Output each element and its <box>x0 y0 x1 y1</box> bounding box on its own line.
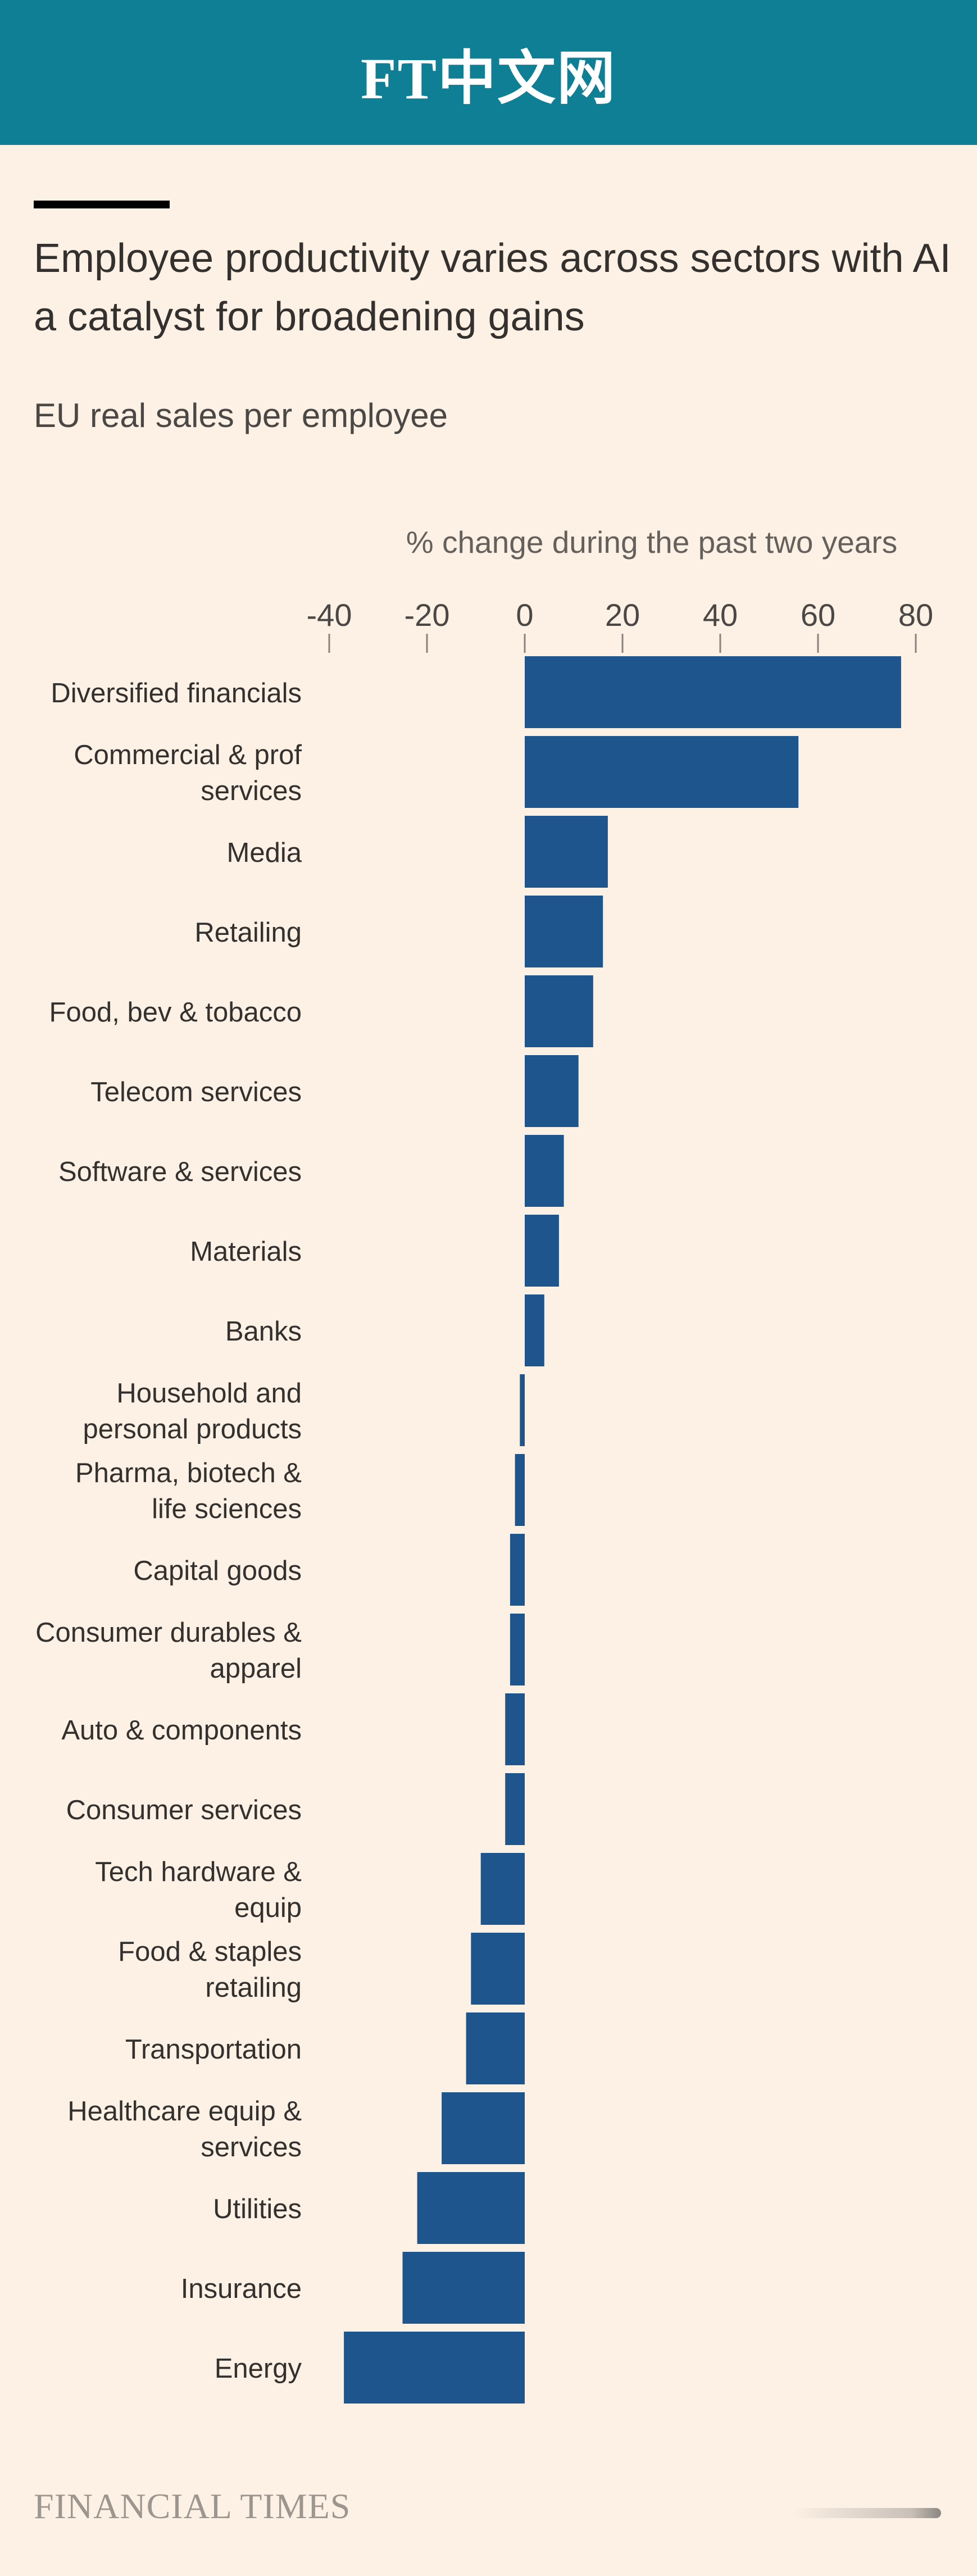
bar <box>442 2092 525 2164</box>
bar <box>525 1215 559 1287</box>
bar <box>525 1055 579 1127</box>
x-tick-label: 40 <box>703 597 738 633</box>
bar <box>417 2172 525 2244</box>
bar <box>515 1454 525 1526</box>
x-tick-label: 0 <box>516 597 533 633</box>
category-label: Commercial & prof services <box>74 740 302 806</box>
bar <box>466 2012 525 2084</box>
bar <box>510 1534 525 1606</box>
footer-brand: FINANCIAL TIMES <box>34 2486 351 2526</box>
x-tick-label: 80 <box>898 597 933 633</box>
category-label: Insurance <box>181 2274 302 2304</box>
title-rule <box>34 201 170 208</box>
category-label: Banks <box>225 1316 302 1347</box>
bar <box>344 2332 525 2404</box>
chart-title: Employee productivity varies across sect… <box>34 236 951 339</box>
category-label: Media <box>227 838 302 868</box>
bar <box>505 1693 525 1765</box>
footer-decoration <box>792 2508 941 2518</box>
category-label: Food & staples retailing <box>118 1937 302 2003</box>
bar <box>525 656 901 728</box>
bar <box>471 1933 525 2005</box>
category-label: Utilities <box>213 2194 302 2224</box>
x-tick-label: -40 <box>307 597 352 633</box>
bar <box>525 896 603 967</box>
category-label: Diversified financials <box>51 678 302 708</box>
bar <box>525 816 608 888</box>
category-label: Materials <box>190 1237 302 1267</box>
x-tick-label: -20 <box>405 597 450 633</box>
ft-chinese-logo[interactable]: FT中文网 <box>361 46 616 111</box>
category-label: Food, bev & tobacco <box>49 997 302 1028</box>
bar <box>525 1294 544 1366</box>
bars <box>344 656 901 2404</box>
bar <box>525 975 593 1047</box>
category-label: Transportation <box>125 2034 302 2065</box>
category-label: Pharma, biotech & life sciences <box>75 1458 302 1524</box>
category-label: Healthcare equip & services <box>67 2096 302 2162</box>
category-label: Consumer services <box>66 1795 302 1825</box>
category-label: Energy <box>215 2354 302 2384</box>
category-label: Auto & components <box>61 1715 302 1746</box>
category-label: Tech hardware & equip <box>95 1857 302 1923</box>
bar <box>505 1773 525 1845</box>
category-label: Retailing <box>194 917 302 948</box>
category-label: Telecom services <box>90 1077 302 1107</box>
x-axis-title: % change during the past two years <box>406 525 898 560</box>
category-labels: Diversified financials Commercial & prof s… <box>35 678 302 2384</box>
x-axis: -40 -20 0 20 40 60 80 <box>307 597 933 653</box>
category-label: Software & services <box>58 1157 302 1187</box>
chart-subtitle: EU real sales per employee <box>34 397 448 434</box>
x-tick-label: 20 <box>605 597 640 633</box>
category-label: Household and personal products <box>83 1378 302 1444</box>
bar <box>480 1853 525 1925</box>
site-header: FT中文网 <box>0 0 977 145</box>
bar <box>402 2252 525 2324</box>
bar <box>525 1135 564 1207</box>
bar <box>520 1374 525 1446</box>
bar <box>510 1614 525 1685</box>
bar <box>525 736 799 808</box>
category-label: Consumer durables & apparel <box>35 1618 302 1684</box>
category-label: Capital goods <box>133 1556 302 1586</box>
x-tick-label: 60 <box>801 597 835 633</box>
